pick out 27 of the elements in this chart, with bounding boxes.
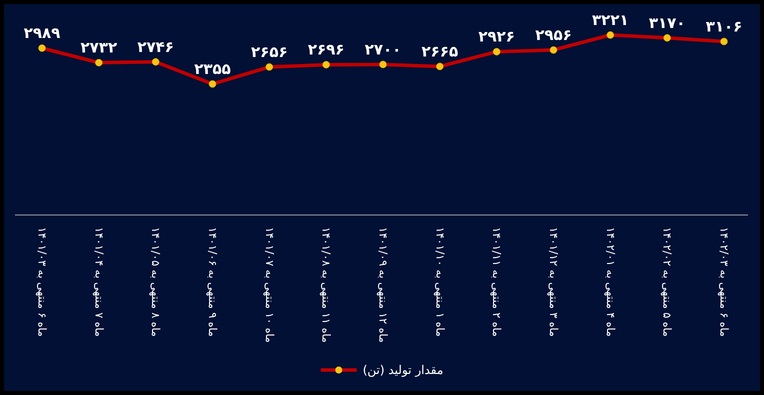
data-label: ۲۷۴۶ [137,38,174,56]
x-tick-label: ماه ۴ منتهی به ۱۴۰۲/۰۱ [604,227,617,337]
data-label: ۲۳۵۵ [194,60,231,78]
legend-label: مقدار تولید (تن) [362,363,444,377]
data-label: ۲۷۳۲ [80,38,118,57]
x-tick-label: ماه ۸ منتهی به ۱۴۰۱/۰۵ [149,227,162,337]
data-label: ۲۶۵۶ [251,42,288,61]
x-tick-label: ماه ۹ منتهی به ۱۴۰۱/۰۶ [206,227,219,337]
x-tick-label: ماه ۲ منتهی به ۱۴۰۱/۱۱ [490,227,504,337]
data-label: ۲۷۰۰ [364,40,402,58]
x-tick-label: ماه ۵ منتهی به ۱۴۰۲/۰۲ [660,227,674,337]
data-label: ۲۶۶۵ [422,42,458,60]
x-tick-label: ماه ۱۲ منتهی به ۱۴۰۱/۰۹ [376,227,390,343]
x-tick-label: ماه ۶ منتهی به ۱۴۰۱/۰۳ [36,227,48,337]
data-label: ۳۲۲۱ [592,11,629,29]
data-label: ۲۹۵۶ [535,26,572,44]
data-label: ۲۹۲۶ [478,28,515,46]
data-label: ۲۶۹۶ [308,40,344,59]
data-label: ۲۹۸۹ [24,24,60,42]
x-tick-label: ماه ۱ منتهی به ۱۴۰۱/۱۰ [433,227,446,337]
data-label: ۳۱۰۶ [706,18,742,36]
x-tick-label: ماه ۶ منتهی به ۱۴۰۲/۰۳ [718,227,730,337]
data-label: ۳۱۷۰ [648,14,686,32]
x-tick-label: ماه ۷ منتهی به ۱۴۰۱/۰۴ [92,227,106,337]
x-tick-label: ماه ۱۰ منتهی به ۱۴۰۱/۰۷ [262,227,276,343]
x-tick-label: ماه ۳ منتهی به ۱۴۰۱/۱۲ [547,227,560,337]
x-tick-label: ماه ۱۱ منتهی به ۱۴۰۱/۰۸ [320,227,333,343]
